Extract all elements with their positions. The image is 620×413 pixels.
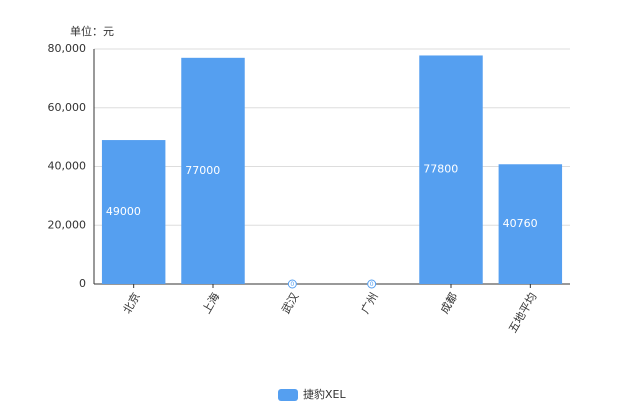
bar <box>498 164 563 284</box>
x-tick-label: 成都 <box>438 291 460 317</box>
zero-marker <box>367 279 377 289</box>
unit-label: 单位：元 <box>70 24 114 38</box>
data-label: 49000 <box>106 205 141 218</box>
bar <box>101 140 166 284</box>
data-label: 0 <box>290 281 294 288</box>
data-label: 40760 <box>503 217 538 230</box>
x-tick-label: 上海 <box>199 290 222 316</box>
legend-label: 捷豹XEL <box>303 387 346 401</box>
bar <box>419 55 483 285</box>
y-tick-label: 80,000 <box>48 42 87 55</box>
x-tick-label: 武汉 <box>279 291 301 317</box>
y-tick-label: 20,000 <box>48 218 87 231</box>
x-tick-label: 北京 <box>120 290 143 316</box>
data-label: 77000 <box>185 164 220 177</box>
y-tick-label: 40,000 <box>48 160 87 173</box>
y-tick-label: 0 <box>79 277 86 290</box>
y-tick-label: 60,000 <box>48 101 87 114</box>
data-label: 0 <box>370 281 374 288</box>
zero-marker <box>287 279 297 289</box>
data-label: 77800 <box>423 163 458 176</box>
legend-swatch <box>278 389 298 401</box>
x-tick-label: 广州 <box>359 291 381 317</box>
bar <box>181 57 245 284</box>
x-tick-label: 五地平均 <box>506 291 539 336</box>
